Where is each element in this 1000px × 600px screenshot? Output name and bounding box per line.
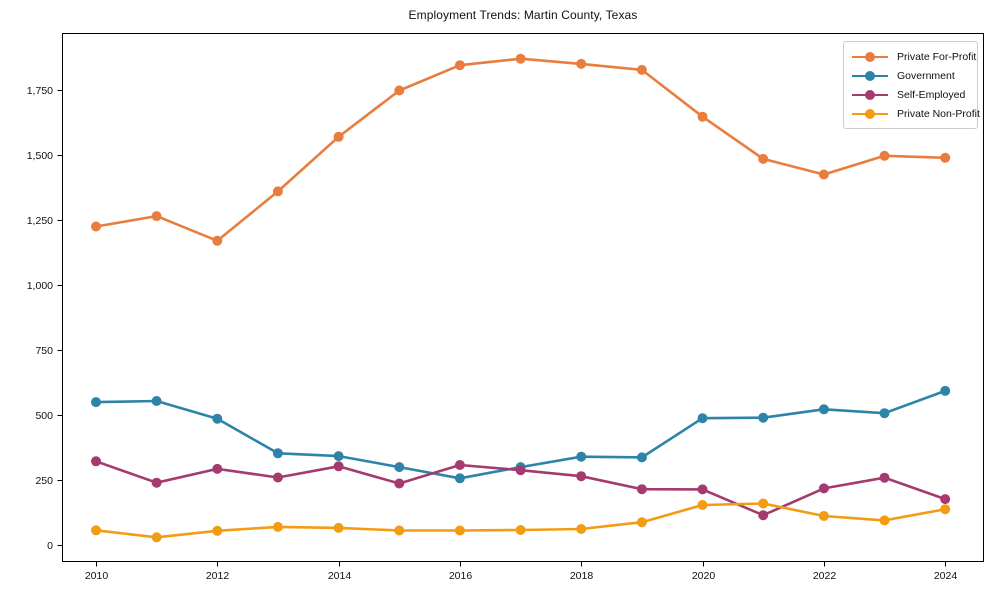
data-point-marker — [212, 525, 223, 536]
series-self-employed — [91, 456, 951, 521]
data-point-marker — [91, 456, 101, 467]
data-point-marker — [151, 477, 162, 488]
data-point-marker — [576, 471, 587, 482]
plot-border — [62, 33, 984, 562]
legend-item-private-non-profit: Private Non-Profit — [852, 105, 980, 124]
data-point-marker — [333, 451, 344, 462]
data-point-marker — [576, 451, 587, 462]
x-tick-label: 2016 — [449, 570, 473, 582]
data-point-marker — [91, 221, 101, 232]
x-tick-label: 2020 — [692, 570, 716, 582]
data-point-marker — [758, 412, 769, 423]
data-point-marker — [697, 111, 708, 122]
data-point-marker — [212, 413, 223, 424]
legend: Private For-Profit Government Self-Employe… — [843, 41, 980, 129]
data-point-marker — [333, 522, 344, 533]
data-point-marker — [697, 500, 708, 510]
data-point-marker — [940, 504, 951, 515]
legend-label: Self-Employed — [897, 89, 966, 102]
data-point-marker — [697, 484, 708, 495]
legend-label: Private For-Profit — [897, 50, 977, 63]
y-tick-label: 500 — [35, 410, 53, 422]
data-point-marker — [272, 186, 283, 197]
data-point-marker — [212, 235, 223, 246]
data-point-marker — [212, 463, 223, 474]
data-point-marker — [940, 385, 951, 396]
data-point-marker — [272, 521, 283, 532]
y-tick-label: 1,000 — [27, 280, 53, 292]
legend-item-private-for-profit: Private For-Profit — [852, 47, 976, 66]
data-point-marker — [454, 525, 465, 536]
data-point-marker — [394, 85, 405, 96]
x-tick-label: 2018 — [570, 570, 594, 582]
data-point-marker — [879, 408, 890, 419]
y-tick-label: 1,500 — [27, 150, 53, 162]
series-private-non-profit — [91, 498, 951, 543]
data-point-marker — [394, 462, 405, 473]
data-point-marker — [272, 448, 283, 459]
data-point-marker — [151, 532, 162, 543]
chart-title: Employment Trends: Martin County, Texas — [408, 8, 638, 22]
legend-swatch-icon — [852, 90, 888, 101]
data-point-marker — [91, 525, 101, 536]
y-tick-label: 1,750 — [27, 85, 53, 97]
data-point-marker — [940, 152, 951, 163]
data-point-marker — [697, 413, 708, 424]
data-point-marker — [940, 494, 951, 505]
x-tick-label: 2010 — [85, 570, 109, 582]
data-point-marker — [636, 452, 647, 463]
legend-item-government: Government — [852, 66, 969, 85]
legend-label: Government — [897, 69, 955, 82]
legend-swatch-icon — [852, 109, 888, 120]
data-point-marker — [879, 150, 890, 161]
y-axis: 0 250 500 750 1,000 1,250 1,500 1,750 — [27, 85, 62, 552]
x-axis: 2010 2012 2014 2016 2018 2020 2022 2024 — [85, 562, 958, 582]
y-tick-label: 1,250 — [27, 215, 53, 227]
legend-swatch-icon — [852, 70, 888, 81]
legend-swatch-icon — [852, 51, 888, 62]
data-point-marker — [576, 58, 587, 69]
x-tick-label: 2022 — [813, 570, 837, 582]
data-point-marker — [151, 396, 162, 406]
legend-label: Private Non-Profit — [897, 108, 980, 121]
data-point-marker — [758, 510, 769, 521]
data-point-marker — [879, 472, 890, 483]
data-point-marker — [272, 472, 283, 483]
y-tick-label: 0 — [47, 540, 53, 552]
data-point-marker — [91, 397, 101, 408]
x-tick-label: 2024 — [934, 570, 958, 582]
data-point-marker — [515, 465, 526, 476]
legend-item-self-employed: Self-Employed — [852, 86, 969, 105]
data-point-marker — [758, 153, 769, 164]
data-point-marker — [454, 60, 465, 71]
data-point-marker — [515, 525, 526, 535]
data-point-marker — [454, 473, 465, 484]
data-point-marker — [515, 53, 526, 64]
y-tick-label: 250 — [35, 475, 53, 487]
data-point-marker — [636, 517, 647, 528]
data-point-marker — [818, 404, 829, 415]
data-point-marker — [454, 460, 465, 470]
data-point-marker — [333, 131, 344, 142]
data-point-marker — [818, 483, 829, 494]
data-point-marker — [758, 498, 769, 509]
data-point-marker — [818, 169, 829, 180]
data-point-marker — [333, 461, 344, 472]
y-tick-label: 750 — [35, 345, 53, 357]
data-point-marker — [879, 515, 890, 526]
data-point-marker — [576, 524, 587, 534]
data-point-marker — [818, 511, 829, 521]
series-line — [94, 57, 947, 243]
x-tick-label: 2012 — [206, 570, 230, 582]
data-point-marker — [394, 525, 405, 536]
data-point-marker — [636, 64, 647, 75]
x-tick-label: 2014 — [328, 570, 352, 582]
data-point-marker — [394, 478, 405, 489]
series-private-for-profit — [91, 53, 951, 246]
data-point-marker — [636, 484, 647, 495]
data-point-marker — [151, 211, 162, 222]
